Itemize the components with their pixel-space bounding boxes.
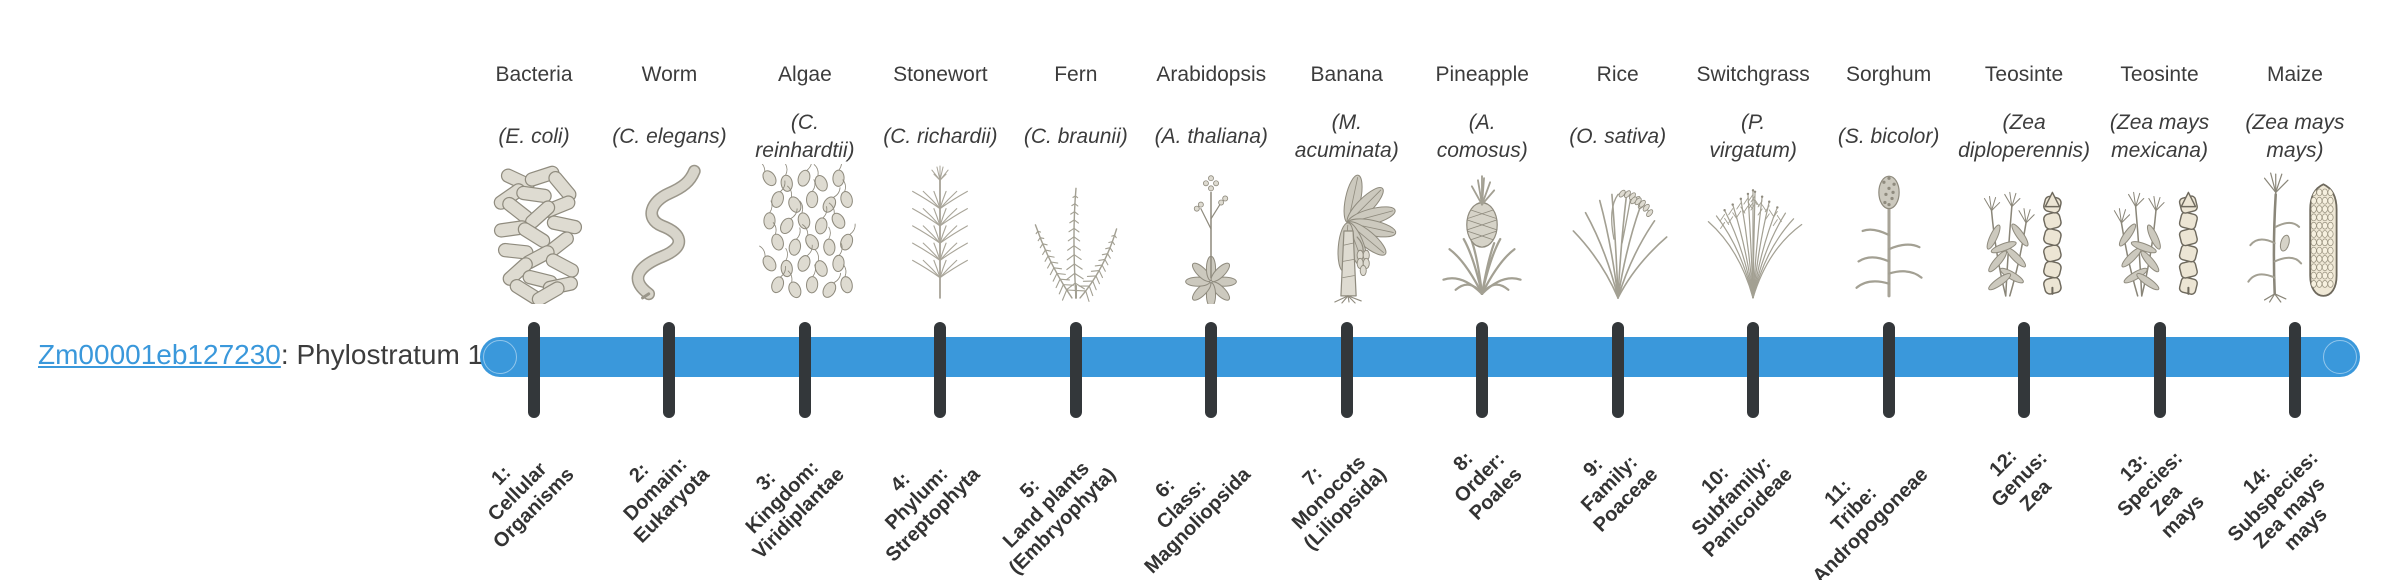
organism-label: Pineapple (A. comosus) [1436,62,1529,168]
organism-common-name: Rice [1596,63,1639,86]
timeline-tick [1476,322,1489,418]
stonewort-icon [878,164,1002,304]
timeline-tick [663,322,676,418]
organism-scientific-name: (A. thaliana) [1154,125,1268,148]
gene-id-link[interactable]: Zm00001eb127230 [38,339,281,370]
rice-icon [1556,164,1680,304]
timeline-tick [1205,322,1218,418]
organism-scientific-name: (C. reinhardtii) [755,111,855,162]
organism-label: Rice (O. sativa) [1569,62,1666,168]
organism-scientific-name: (C. richardii) [883,125,998,148]
bacteria-icon [472,164,596,307]
organism-scientific-name: (C. braunii) [1023,125,1128,148]
timeline-tick [528,322,540,418]
organism-common-name: Teosinte [1984,63,2064,86]
taxon-tick-label: 14: Subspecies: Zea mays mays [2223,447,2332,556]
organism-scientific-name: (E. coli) [498,125,570,148]
organism-scientific-name: (Zea mays mays) [2245,111,2345,162]
timeline-tick [934,322,947,418]
organism-scientific-name: (C. elegans) [612,125,727,148]
organism-common-name: Arabidopsis [1156,63,1267,86]
phylostratum-bar [480,337,2360,377]
teosinte-diploperennis-icon [1962,164,2086,304]
maize-icon [2233,164,2357,304]
phylostratum-text: Phylostratum 1 [296,339,484,370]
pineapple-icon [1420,164,1544,304]
banana-icon [1285,164,1409,304]
organism-common-name: Maize [2266,63,2323,86]
organism-common-name: Sorghum [1845,63,1932,86]
timeline-tick [1340,322,1353,418]
taxon-tick-label: 9: Family: Poaceae [1576,451,1662,537]
taxon-tick-label: 3: Kingdom: Viridiplantae [741,456,849,564]
organism-common-name: Algae [778,63,832,86]
arabidopsis-icon [1149,164,1273,308]
organism-common-name: Banana [1310,63,1383,86]
organism-common-name: Switchgrass [1696,63,1810,86]
organism-label: Teosinte (Zea diploperennis) [1958,62,2090,168]
organism-common-name: Worm [641,63,698,86]
gene-label-separator: : [280,339,297,370]
organism-scientific-name: (A. comosus) [1436,111,1528,162]
organism-scientific-name: (M. acuminata) [1294,111,1399,162]
algae-icon [743,157,867,304]
fern-icon [1014,164,1138,304]
taxon-tick-label: 2: Domain: Eukaryota [619,453,714,548]
timeline-tick [1611,322,1624,418]
organism-scientific-name: (O. sativa) [1569,125,1667,148]
organism-label: Banana (M. acuminata) [1295,62,1399,168]
taxon-tick-label: 13: Species: Zea mays [2113,447,2209,543]
organism-common-name: Stonewort [893,63,988,86]
organism-common-name: Fern [1054,63,1098,86]
sorghum-icon [1827,164,1951,304]
organism-label: Maize (Zea mays mays) [2245,62,2344,168]
organism-common-name: Bacteria [495,63,573,86]
organism-label: Fern (C. braunii) [1024,62,1128,168]
organism-common-name: Pineapple [1435,63,1529,86]
taxon-tick-label: 1: Cellular Organisms [483,458,579,553]
organism-scientific-name: (Zea mays mexicana) [2109,111,2210,162]
organism-label: Worm (C. elegans) [612,62,726,168]
organism-label: Stonewort (C. richardii) [883,62,997,168]
timeline-tick [1882,322,1895,418]
timeline-tick [1069,322,1082,418]
taxon-tick-label: 6: Class: Magnoliopsida [1140,463,1256,579]
organism-label: Arabidopsis (A. thaliana) [1155,62,1268,168]
taxon-tick-label: 8: Order: Poales [1449,447,1527,525]
worm-icon [607,164,731,304]
taxon-tick-label: 7: Monocots (Liliopsida) [1287,451,1391,555]
teosinte-mexicana-icon [2098,164,2222,304]
timeline-tick [1747,322,1760,418]
taxon-tick-label: 4: Phylum: Streptophyta [881,462,985,567]
gene-label: Zm00001eb127230: Phylostratum 1 [38,338,483,372]
organism-label: Teosinte (Zea mays mexicana) [2110,62,2209,168]
switchgrass-icon [1691,164,1815,304]
organism-scientific-name: (Zea diploperennis) [1958,111,2091,162]
taxon-tick-label: 11: Tribe: Andropogoneae [1808,463,1933,580]
organism-scientific-name: (P. virgatum) [1709,111,1797,162]
organism-label: Sorghum (S. bicolor) [1838,62,1940,168]
organism-label: Bacteria (E. coli) [495,62,572,168]
timeline-tick [2153,322,2166,418]
timeline-tick [2288,322,2301,418]
timeline-tick [2018,322,2031,418]
timeline-tick [798,322,811,418]
organism-label: Algae (C. reinhardtii) [755,62,854,168]
organism-scientific-name: (S. bicolor) [1837,125,1940,148]
organism-label: Switchgrass (P. virgatum) [1697,62,1810,168]
taxon-tick-label: 12: Genus: Zea [1985,445,2056,516]
taxon-tick-label: 5: Land plants (Embryophyta) [998,457,1120,579]
organism-common-name: Teosinte [2120,63,2199,86]
